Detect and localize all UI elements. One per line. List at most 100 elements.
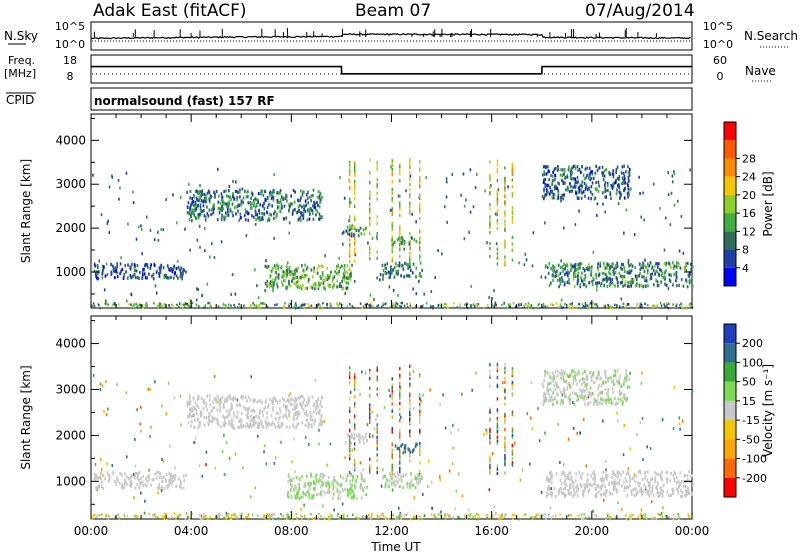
range-cell	[556, 278, 559, 282]
range-cell	[600, 281, 603, 286]
range-cell	[319, 418, 322, 422]
range-cell	[331, 279, 334, 283]
range-cell	[588, 187, 590, 191]
range-cell	[409, 166, 411, 170]
range-cell	[489, 178, 491, 182]
range-cell	[615, 170, 617, 175]
range-cell	[395, 269, 398, 274]
range-cell	[326, 306, 328, 309]
range-cell	[300, 507, 302, 511]
range-cell	[592, 483, 595, 487]
range-cell	[391, 271, 393, 275]
range-cell	[568, 491, 570, 496]
range-cell	[527, 305, 529, 308]
range-cell	[507, 185, 509, 189]
range-cell	[612, 470, 615, 474]
range-cell	[215, 397, 217, 401]
range-cell	[575, 191, 577, 195]
range-cell	[334, 270, 336, 274]
range-cell	[504, 376, 506, 380]
range-cell	[419, 272, 421, 276]
range-cell	[425, 302, 428, 305]
range-cell	[588, 516, 590, 519]
range-cell	[409, 421, 411, 425]
range-cell	[213, 190, 215, 194]
range-cell	[256, 213, 259, 217]
range-cell	[350, 270, 352, 274]
range-cell	[295, 425, 298, 429]
range-cell	[410, 472, 412, 476]
range-cell	[606, 188, 609, 193]
range-cell	[353, 375, 356, 379]
range-cell	[301, 404, 304, 408]
range-cell	[656, 481, 659, 485]
range-cell	[673, 172, 676, 176]
range-cell	[343, 513, 345, 517]
range-cell	[551, 494, 553, 498]
range-cell	[264, 419, 267, 423]
range-cell	[628, 173, 631, 177]
range-cell	[326, 490, 329, 494]
range-cell	[504, 445, 506, 449]
range-cell	[544, 512, 547, 516]
range-cell	[287, 479, 290, 483]
range-cell	[129, 273, 132, 278]
range-cell	[142, 484, 144, 488]
range-cell	[524, 303, 527, 306]
range-cell	[456, 515, 459, 518]
range-cell	[376, 368, 378, 372]
range-cell	[159, 302, 162, 305]
range-cell	[119, 472, 122, 476]
range-cell	[323, 285, 325, 290]
range-cell	[665, 470, 668, 475]
range-cell	[631, 277, 634, 281]
range-cell	[403, 247, 405, 251]
range-cell	[234, 452, 237, 456]
range-cell	[268, 517, 270, 520]
range-cell	[603, 169, 606, 173]
range-cell	[612, 182, 614, 186]
range-cell	[418, 476, 420, 481]
range-cell	[235, 212, 237, 216]
range-cell	[140, 224, 142, 228]
range-cell	[361, 478, 364, 482]
range-cell	[544, 177, 547, 181]
range-cell	[574, 181, 577, 185]
range-cell	[623, 188, 625, 192]
range-cell	[206, 394, 209, 398]
range-cell	[408, 274, 411, 278]
range-cell	[496, 376, 499, 380]
range-cell	[627, 195, 629, 199]
range-cell	[601, 173, 604, 178]
range-cell	[298, 275, 301, 280]
range-cell	[628, 179, 630, 183]
range-cell	[247, 201, 250, 205]
range-cell	[242, 200, 245, 204]
range-cell	[209, 194, 212, 198]
range-cell	[315, 481, 317, 485]
range-cell	[306, 196, 309, 200]
range-cell	[496, 439, 499, 443]
range-cell	[268, 285, 271, 289]
range-cell	[552, 514, 554, 518]
range-cell	[180, 486, 183, 490]
range-cell	[690, 267, 692, 272]
range-cell	[200, 518, 202, 521]
nsky-series	[90, 33, 691, 40]
range-cell	[322, 476, 324, 480]
range-cell	[595, 164, 597, 169]
range-cell	[452, 423, 454, 427]
range-cell	[607, 512, 609, 516]
range-cell	[136, 471, 139, 476]
range-cell	[623, 164, 625, 168]
range-cell	[368, 368, 371, 372]
range-cell	[611, 265, 613, 269]
range-cell	[319, 409, 321, 413]
range-cell	[649, 273, 652, 277]
range-cell	[209, 403, 212, 407]
range-cell	[402, 240, 405, 244]
range-cell	[289, 273, 292, 277]
range-cell	[178, 302, 181, 306]
range-cell	[602, 470, 605, 475]
range-cell	[172, 479, 175, 483]
